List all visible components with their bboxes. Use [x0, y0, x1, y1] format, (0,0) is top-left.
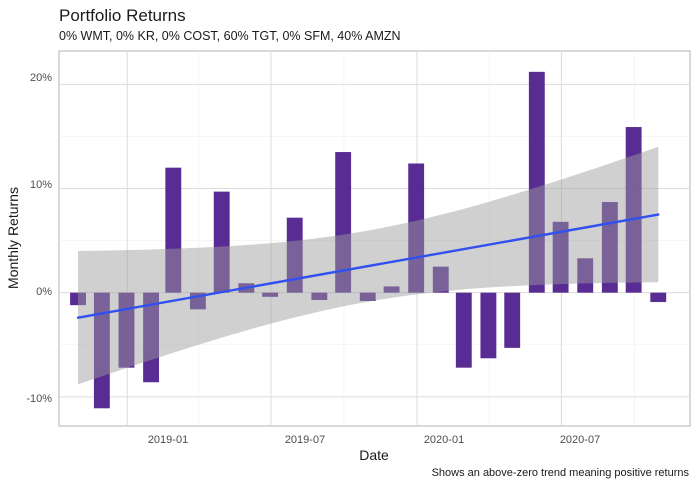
x-tick-label: 2020-01	[424, 434, 464, 446]
bar	[286, 217, 303, 293]
bar	[650, 292, 667, 303]
bar	[335, 152, 352, 293]
bar	[432, 266, 449, 293]
bar	[262, 292, 279, 297]
bar	[143, 292, 160, 383]
bar	[455, 292, 472, 368]
x-tick-labels: 2019-01 2019-07 2020-01 2020-07	[148, 434, 600, 446]
y-tick-label: -10%	[26, 393, 52, 405]
y-tick-label: 0%	[36, 286, 52, 298]
chart-subtitle: 0% WMT, 0% KR, 0% COST, 60% TGT, 0% SFM,…	[59, 29, 401, 43]
trend-line	[76, 213, 660, 319]
trend-line-group	[76, 213, 660, 319]
y-tick-labels: -10% 0% 10% 20%	[26, 72, 52, 405]
bar	[625, 127, 642, 293]
x-tick-label: 2019-07	[285, 434, 325, 446]
bar	[577, 258, 594, 293]
bars	[70, 71, 667, 409]
x-tick-label: 2019-01	[148, 434, 188, 446]
bar	[359, 292, 376, 301]
chart-title: Portfolio Returns	[59, 6, 186, 25]
bar	[213, 191, 230, 293]
y-tick-label: 20%	[30, 72, 52, 84]
bar	[93, 292, 110, 409]
bar	[552, 221, 569, 293]
plot-panel	[58, 50, 691, 427]
bar	[383, 286, 400, 293]
bar	[165, 167, 182, 293]
y-tick-label: 10%	[30, 179, 52, 191]
chart-caption: Shows an above-zero trend meaning positi…	[431, 467, 689, 479]
x-tick-label: 2020-07	[560, 434, 600, 446]
bar	[311, 292, 328, 300]
bar	[118, 292, 135, 368]
bar	[480, 292, 497, 359]
bar	[408, 163, 425, 293]
bar	[70, 292, 86, 306]
y-axis-title: Monthly Returns	[5, 187, 21, 289]
bar	[504, 292, 521, 348]
x-axis-title: Date	[359, 447, 389, 463]
